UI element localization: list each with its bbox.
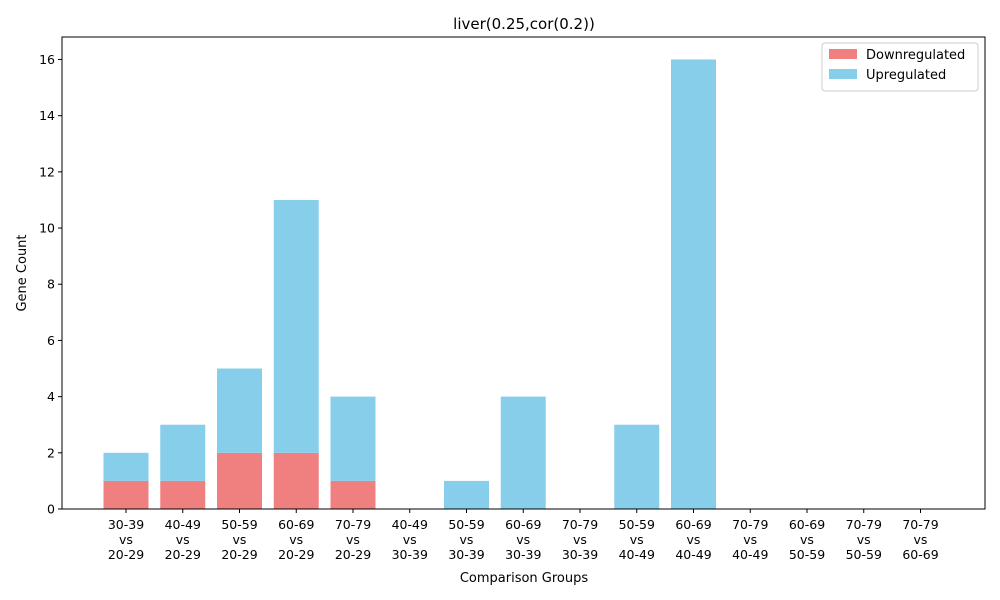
y-axis: 0 2 4 6 8 10 12 14 16 bbox=[39, 52, 62, 517]
y-tick-label: 8 bbox=[47, 277, 55, 292]
y-tick-label: 0 bbox=[47, 502, 55, 517]
bar-upregulated-0 bbox=[103, 452, 149, 481]
y-tick-label: 14 bbox=[39, 108, 55, 123]
legend-swatch-upregulated bbox=[829, 69, 857, 79]
bar-upregulated-10 bbox=[671, 59, 716, 509]
x-tick-label: 50-59 vs 20-29 bbox=[221, 517, 257, 562]
x-tick-label: 60-69 vs 20-29 bbox=[278, 517, 314, 562]
legend-label-upregulated: Upregulated bbox=[866, 68, 946, 83]
x-tick-label: 60-69 vs 50-59 bbox=[789, 517, 825, 562]
bar-upregulated-4 bbox=[330, 396, 376, 481]
x-tick-label: 70-79 vs 30-39 bbox=[562, 517, 598, 562]
y-tick-label: 4 bbox=[47, 389, 55, 404]
bars-group bbox=[103, 59, 716, 509]
bar-downregulated-4 bbox=[330, 480, 376, 509]
x-tick-label: 70-79 vs 20-29 bbox=[335, 517, 371, 562]
x-tick-label: 60-69 vs 40-49 bbox=[675, 517, 711, 562]
x-tick-label: 40-49 vs 20-29 bbox=[165, 517, 201, 562]
x-tick-label: 70-79 vs 50-59 bbox=[846, 517, 882, 562]
legend-label-downregulated: Downregulated bbox=[866, 48, 965, 63]
bar-upregulated-7 bbox=[500, 396, 546, 509]
bar-downregulated-0 bbox=[103, 480, 149, 509]
bar-upregulated-2 bbox=[217, 368, 262, 453]
chart-title: liver(0.25,cor(0.2)) bbox=[453, 15, 595, 33]
y-tick-label: 16 bbox=[39, 52, 55, 67]
legend-box bbox=[821, 42, 979, 92]
legend: Downregulated Upregulated bbox=[821, 42, 979, 92]
y-axis-title: Gene Count bbox=[15, 234, 30, 311]
y-tick-label: 6 bbox=[47, 333, 55, 348]
bar-upregulated-3 bbox=[273, 199, 319, 453]
bar-upregulated-1 bbox=[160, 424, 206, 481]
x-tick-label: 40-49 vs 30-39 bbox=[392, 517, 428, 562]
x-tick-label: 70-79 vs 40-49 bbox=[732, 517, 768, 562]
x-axis: 30-39 vs 20-29 40-49 vs 20-29 50-59 vs 20-29 60-6… bbox=[108, 509, 939, 562]
y-tick-label: 2 bbox=[47, 445, 55, 460]
y-tick-label: 12 bbox=[39, 164, 55, 179]
x-tick-label: 70-79 vs 60-69 bbox=[902, 517, 938, 562]
x-tick-label: 50-59 vs 30-39 bbox=[448, 517, 484, 562]
bar-downregulated-2 bbox=[217, 452, 262, 509]
bar-downregulated-1 bbox=[160, 480, 206, 509]
x-tick-label: 30-39 vs 20-29 bbox=[108, 517, 144, 562]
x-tick-label: 60-69 vs 30-39 bbox=[505, 517, 541, 562]
x-axis-title: Comparison Groups bbox=[460, 571, 589, 586]
y-tick-label: 10 bbox=[39, 221, 55, 236]
bar-downregulated-3 bbox=[273, 452, 319, 509]
x-tick-label: 50-59 vs 40-49 bbox=[619, 517, 655, 562]
bar-upregulated-6 bbox=[444, 480, 489, 509]
legend-swatch-downregulated bbox=[829, 49, 857, 59]
bar-upregulated-9 bbox=[614, 424, 660, 509]
